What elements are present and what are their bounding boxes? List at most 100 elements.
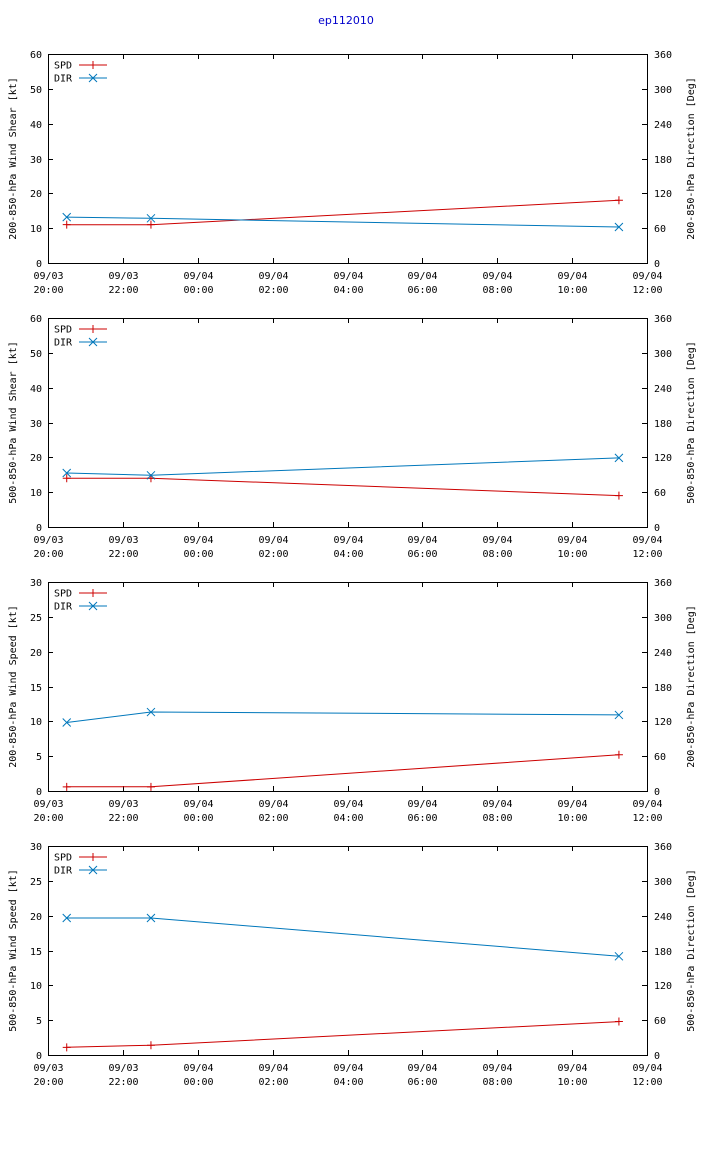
legend-item-dir: DIR bbox=[54, 338, 107, 349]
series-line-spd bbox=[66, 754, 619, 788]
x-tick-time: 12:00 bbox=[632, 1077, 662, 1088]
y2-tick-label: 240 bbox=[654, 120, 672, 131]
legend-item-spd: SPD bbox=[54, 589, 107, 600]
x-tick-date: 09/04 bbox=[333, 535, 363, 546]
x-tick-date: 09/04 bbox=[557, 271, 587, 282]
data-point-dir bbox=[146, 707, 156, 717]
legend-marker bbox=[89, 61, 97, 69]
legend-marker bbox=[88, 865, 98, 875]
y-tick-label: 0 bbox=[36, 259, 42, 270]
x-tick-date: 09/04 bbox=[258, 799, 288, 810]
x-tick-date: 09/04 bbox=[183, 1063, 213, 1074]
y2-tick-label: 0 bbox=[654, 259, 660, 270]
series-line-spd bbox=[66, 1021, 619, 1048]
x-tick-time: 22:00 bbox=[108, 285, 138, 296]
data-point-spd bbox=[146, 782, 155, 791]
series-spd bbox=[62, 1017, 623, 1052]
legend-label: SPD bbox=[54, 589, 72, 600]
y2-tick-label: 120 bbox=[654, 453, 672, 464]
x-tick-date: 09/04 bbox=[258, 1063, 288, 1074]
y-tick-label: 20 bbox=[30, 648, 42, 659]
x-tick-date: 09/03 bbox=[33, 271, 63, 282]
y-tick-label: 10 bbox=[30, 488, 42, 499]
x-tick-time: 22:00 bbox=[108, 813, 138, 824]
data-point-spd bbox=[62, 1043, 71, 1052]
x-tick-date: 09/03 bbox=[108, 1063, 138, 1074]
legend-marker bbox=[88, 337, 98, 347]
legend-label: SPD bbox=[54, 853, 72, 864]
y-tick-label: 10 bbox=[30, 224, 42, 235]
y-axis-title: 200-850-hPa Wind Speed [kt] bbox=[8, 605, 19, 768]
data-point-spd bbox=[146, 220, 155, 229]
y2-tick-label: 60 bbox=[654, 488, 666, 499]
x-tick-date: 09/04 bbox=[632, 799, 662, 810]
legend-marker bbox=[89, 325, 97, 333]
x-tick-time: 02:00 bbox=[258, 1077, 288, 1088]
y2-tick-label: 120 bbox=[654, 717, 672, 728]
data-point-dir bbox=[62, 212, 72, 222]
x-tick-date: 09/04 bbox=[482, 1063, 512, 1074]
data-point-spd bbox=[146, 1041, 155, 1050]
x-tick-date: 09/04 bbox=[632, 535, 662, 546]
x-tick-date: 09/04 bbox=[333, 271, 363, 282]
data-point-dir bbox=[146, 470, 156, 480]
y-tick-label: 60 bbox=[30, 314, 42, 325]
y-tick-label: 30 bbox=[30, 155, 42, 166]
x-tick-date: 09/03 bbox=[33, 799, 63, 810]
data-point-spd bbox=[62, 474, 71, 483]
x-tick-date: 09/04 bbox=[407, 271, 437, 282]
y2-tick-label: 0 bbox=[654, 1051, 660, 1062]
data-point-dir bbox=[146, 213, 156, 223]
y-tick-label: 30 bbox=[30, 578, 42, 589]
y2-axis-title: 500-850-hPa Direction [Deg] bbox=[686, 869, 697, 1032]
legend-item-dir: DIR bbox=[54, 74, 107, 85]
y-axis-title: 500-850-hPa Wind Shear [kt] bbox=[8, 341, 19, 504]
y2-tick-label: 120 bbox=[654, 981, 672, 992]
y2-tick-label: 360 bbox=[654, 842, 672, 853]
x-tick-time: 00:00 bbox=[183, 285, 213, 296]
x-tick-date: 09/04 bbox=[632, 271, 662, 282]
y2-axis-title: 200-850-hPa Direction [Deg] bbox=[686, 77, 697, 240]
x-tick-date: 09/04 bbox=[557, 535, 587, 546]
data-point-dir bbox=[614, 710, 624, 720]
x-tick-time: 12:00 bbox=[632, 549, 662, 560]
y2-tick-label: 0 bbox=[654, 787, 660, 798]
x-tick-time: 22:00 bbox=[108, 1077, 138, 1088]
data-point-spd bbox=[614, 750, 623, 759]
legend-label: DIR bbox=[54, 74, 73, 85]
y2-tick-label: 240 bbox=[654, 648, 672, 659]
y2-tick-label: 180 bbox=[654, 947, 672, 958]
x-tick-date: 09/04 bbox=[333, 1063, 363, 1074]
series-dir bbox=[62, 453, 624, 480]
y2-tick-label: 0 bbox=[654, 523, 660, 534]
legend-item-spd: SPD bbox=[54, 61, 107, 72]
x-tick-time: 00:00 bbox=[183, 813, 213, 824]
data-point-spd bbox=[614, 491, 623, 500]
legend-marker bbox=[88, 73, 98, 83]
x-tick-time: 20:00 bbox=[33, 813, 63, 824]
chart-panel-4: 05101520253006012018024030036009/0320:00… bbox=[8, 842, 697, 1088]
x-tick-time: 22:00 bbox=[108, 549, 138, 560]
x-tick-date: 09/03 bbox=[108, 271, 138, 282]
x-tick-time: 00:00 bbox=[183, 549, 213, 560]
y2-tick-label: 300 bbox=[654, 349, 672, 360]
y2-tick-label: 60 bbox=[654, 752, 666, 763]
legend-label: SPD bbox=[54, 325, 72, 336]
data-point-spd bbox=[62, 220, 71, 229]
x-tick-date: 09/04 bbox=[557, 1063, 587, 1074]
y-axis-title: 200-850-hPa Wind Shear [kt] bbox=[8, 77, 19, 240]
y2-tick-label: 60 bbox=[654, 1016, 666, 1027]
plot-frame bbox=[48, 582, 648, 792]
y-tick-label: 10 bbox=[30, 717, 42, 728]
x-tick-time: 08:00 bbox=[482, 813, 512, 824]
x-tick-time: 10:00 bbox=[557, 813, 587, 824]
x-tick-time: 06:00 bbox=[407, 1077, 437, 1088]
legend-marker bbox=[88, 601, 98, 611]
legend-marker bbox=[89, 589, 97, 597]
x-tick-date: 09/04 bbox=[333, 799, 363, 810]
y2-tick-label: 240 bbox=[654, 384, 672, 395]
x-tick-time: 20:00 bbox=[33, 285, 63, 296]
x-tick-time: 06:00 bbox=[407, 549, 437, 560]
x-tick-time: 10:00 bbox=[557, 1077, 587, 1088]
